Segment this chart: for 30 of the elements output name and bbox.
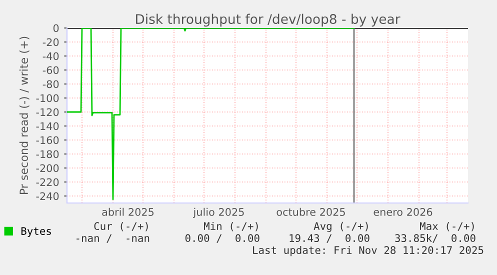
text: 19.43 / 0.00: [290, 234, 370, 243]
y-tick-label: -80: [42, 80, 59, 88]
x-tick-label: abril 2025: [102, 208, 154, 216]
y-tick-label: -20: [42, 38, 59, 46]
x-tick-label: julio 2025: [193, 208, 244, 218]
y-tick-label: -160: [36, 136, 59, 144]
x-tick-label: enero 2026: [374, 208, 432, 216]
text: Avg (-/+): [314, 222, 368, 232]
text: 0.00 / 0.00: [185, 234, 260, 243]
x-tick-label: octubre 2025: [276, 208, 345, 216]
y-tick-label: -60: [42, 66, 59, 74]
y-axis-title: Pr second read (-) / write (+): [19, 36, 30, 194]
y-tick-label: -40: [42, 52, 59, 60]
text: -nan / -nan: [76, 234, 150, 243]
y-tick-label: -140: [36, 122, 59, 130]
y-tick-label: -120: [36, 108, 59, 116]
y-tick-label: 0: [53, 24, 59, 32]
text: Max (-/+): [420, 222, 474, 232]
text: Cur (-/+): [94, 222, 148, 232]
y-tick-label: -200: [36, 164, 59, 172]
chart-title: Disk throughput for /dev/loop8 - by year: [136, 14, 400, 27]
text: Last update: Fri Nov 28 11:20:17 2025: [253, 246, 484, 256]
y-tick-label: -100: [36, 94, 59, 102]
legend-label: Bytes: [21, 227, 51, 237]
text: 33.85k/ 0.00: [395, 234, 476, 243]
line-series: [67, 28, 355, 200]
y-tick-label: -220: [36, 178, 59, 186]
y-tick-label: -180: [36, 150, 59, 158]
text: Min (-/+): [204, 222, 258, 232]
y-tick-label: -240: [36, 192, 59, 200]
